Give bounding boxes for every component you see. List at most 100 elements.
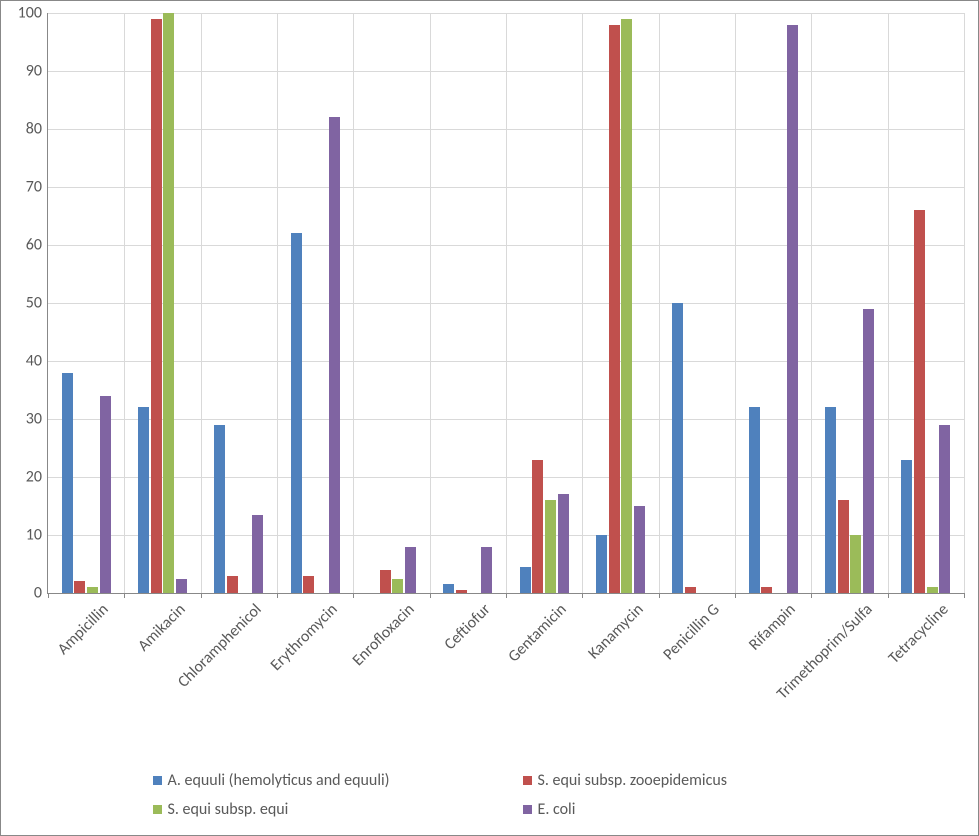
legend-swatch — [153, 805, 162, 814]
legend-label: S. equi subsp. zooepidemicus — [538, 771, 728, 790]
bar — [62, 373, 73, 593]
x-tick-label: Tetracycline — [878, 593, 953, 668]
x-tick-mark — [48, 593, 49, 598]
x-tick-label: Ceftiofur — [433, 593, 494, 654]
bar — [176, 579, 187, 594]
bar — [443, 584, 454, 593]
bar — [214, 425, 225, 593]
category-divider — [811, 13, 812, 593]
bar — [596, 535, 607, 593]
bar — [634, 506, 645, 593]
y-tick-label: 70 — [26, 178, 48, 197]
y-tick-label: 20 — [26, 468, 48, 487]
bar — [850, 535, 861, 593]
x-tick-mark — [430, 593, 431, 598]
legend-swatch — [153, 776, 162, 785]
bar — [151, 19, 162, 593]
legend-swatch — [523, 776, 532, 785]
bar — [87, 587, 98, 593]
legend-item: S. equi subsp. zooepidemicus — [523, 771, 853, 790]
bar — [481, 547, 492, 593]
category-divider — [659, 13, 660, 593]
y-tick-label: 60 — [26, 236, 48, 255]
category-divider — [735, 13, 736, 593]
bar — [609, 25, 620, 593]
x-tick-mark — [353, 593, 354, 598]
x-tick-mark — [124, 593, 125, 598]
bar — [392, 579, 403, 594]
bar — [520, 567, 531, 593]
category-divider — [506, 13, 507, 593]
bar — [863, 309, 874, 593]
legend-label: A. equuli (hemolyticus and equuli) — [168, 771, 390, 790]
bar — [545, 500, 556, 593]
bar — [901, 460, 912, 593]
bar — [787, 25, 798, 593]
bar — [672, 303, 683, 593]
y-tick-label: 50 — [26, 294, 48, 313]
x-tick-mark — [735, 593, 736, 598]
x-tick-label: Penicillin G — [652, 593, 723, 664]
x-tick-label: Rifampin — [738, 593, 799, 654]
category-divider — [124, 13, 125, 593]
x-tick-mark — [277, 593, 278, 598]
category-divider — [964, 13, 965, 593]
bar — [303, 576, 314, 593]
bar — [558, 494, 569, 593]
legend-label: S. equi subsp. equi — [168, 800, 289, 819]
bar — [456, 590, 467, 593]
category-divider — [201, 13, 202, 593]
y-tick-label: 100 — [18, 4, 48, 23]
y-tick-label: 0 — [34, 584, 48, 603]
bar — [405, 547, 416, 593]
x-tick-label: Kanamycin — [577, 593, 647, 663]
bar — [621, 19, 632, 593]
bar — [380, 570, 391, 593]
bar — [914, 210, 925, 593]
bar — [227, 576, 238, 593]
x-tick-mark — [964, 593, 965, 598]
y-tick-label: 30 — [26, 410, 48, 429]
chart-frame: 0102030405060708090100AmpicillinAmikacin… — [0, 0, 979, 836]
x-tick-label: Amikacin — [127, 593, 189, 655]
bar — [163, 13, 174, 593]
x-tick-mark — [506, 593, 507, 598]
legend-swatch — [523, 805, 532, 814]
category-divider — [430, 13, 431, 593]
legend-label: E. coli — [538, 800, 576, 819]
x-tick-label: Gentamicin — [498, 593, 571, 666]
bar — [252, 515, 263, 593]
x-tick-label: Enrofloxacin — [341, 593, 418, 670]
bar — [685, 587, 696, 593]
x-tick-mark — [582, 593, 583, 598]
category-divider — [888, 13, 889, 593]
x-tick-mark — [659, 593, 660, 598]
bar — [749, 407, 760, 593]
bar — [532, 460, 543, 593]
bar — [329, 117, 340, 593]
y-tick-label: 10 — [26, 526, 48, 545]
y-tick-label: 90 — [26, 62, 48, 81]
x-tick-label: Erythromycin — [260, 593, 342, 675]
y-tick-label: 80 — [26, 120, 48, 139]
legend-item: E. coli — [523, 800, 853, 819]
legend-item: A. equuli (hemolyticus and equuli) — [153, 771, 483, 790]
bar — [138, 407, 149, 593]
bar — [100, 396, 111, 593]
bar — [927, 587, 938, 593]
bar — [291, 233, 302, 593]
x-tick-mark — [888, 593, 889, 598]
x-tick-mark — [811, 593, 812, 598]
y-tick-label: 40 — [26, 352, 48, 371]
bar — [74, 581, 85, 593]
bar — [939, 425, 950, 593]
bar — [761, 587, 772, 593]
plot-area: 0102030405060708090100AmpicillinAmikacin… — [47, 13, 964, 594]
category-divider — [353, 13, 354, 593]
legend-item: S. equi subsp. equi — [153, 800, 483, 819]
bar — [838, 500, 849, 593]
category-divider — [582, 13, 583, 593]
bar — [825, 407, 836, 593]
legend: A. equuli (hemolyticus and equuli) S. equ… — [1, 771, 978, 819]
category-divider — [277, 13, 278, 593]
